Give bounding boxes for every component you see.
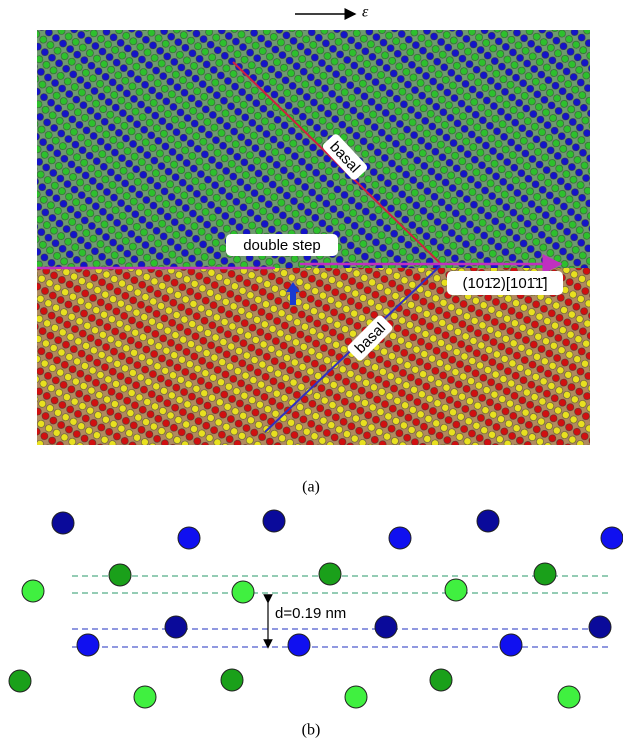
atom <box>165 616 187 638</box>
atom <box>319 563 341 585</box>
atom <box>534 563 556 585</box>
atom <box>221 669 243 691</box>
strain-label: ε <box>362 4 369 21</box>
atom <box>288 634 310 656</box>
atom <box>601 527 623 549</box>
atom <box>500 634 522 656</box>
upper-grain <box>37 30 590 268</box>
double-step-label: double step <box>243 237 321 254</box>
atom <box>77 634 99 656</box>
atom <box>430 669 452 691</box>
atom <box>375 616 397 638</box>
atom <box>9 670 31 692</box>
atom <box>22 580 44 602</box>
atom <box>134 686 156 708</box>
atom <box>558 686 580 708</box>
atom <box>345 686 367 708</box>
atom <box>178 527 200 549</box>
spacing-label: d=0.19 nm <box>275 605 346 622</box>
atom <box>232 581 254 603</box>
atom <box>589 616 611 638</box>
caption-a: (a) <box>302 479 320 496</box>
twin-label: (101̄2)[101̄1̄] <box>462 275 547 292</box>
atom <box>445 579 467 601</box>
figure: ε basal basal double step (101̄2)[101̄1̄… <box>0 0 623 744</box>
atom <box>109 564 131 586</box>
atom <box>389 527 411 549</box>
atom <box>477 510 499 532</box>
atom <box>263 510 285 532</box>
caption-b: (b) <box>302 722 321 739</box>
atom <box>52 512 74 534</box>
